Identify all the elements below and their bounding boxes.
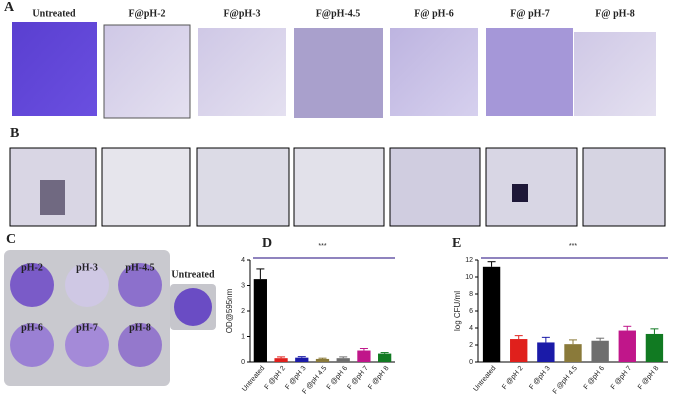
bar	[315, 358, 330, 362]
well	[118, 263, 162, 307]
bar	[295, 357, 309, 362]
photo	[294, 28, 383, 118]
x-tick-label: Untreated	[241, 365, 266, 393]
well	[10, 323, 54, 367]
y-tick-label: 2	[241, 308, 245, 315]
bar	[336, 358, 350, 362]
x-tick-label: F @pH 8	[367, 365, 391, 391]
bar	[564, 344, 582, 362]
plate	[4, 250, 216, 386]
panel-label: D	[262, 236, 272, 251]
bar	[274, 358, 288, 362]
panel-label: A	[4, 0, 15, 15]
photo	[582, 147, 666, 227]
x-tick-label: Untreated	[472, 365, 497, 393]
y-tick-label: 10	[465, 274, 473, 281]
well	[118, 323, 162, 367]
photo-caption: F@pH-3	[223, 8, 260, 19]
significance: ***	[569, 243, 577, 250]
well	[65, 263, 109, 307]
x-tick-label: F @pH 4.5	[552, 365, 579, 396]
bar	[537, 342, 555, 362]
photo	[574, 32, 656, 116]
y-tick-label: 3	[241, 282, 245, 289]
x-tick-label: F @pH 8	[637, 365, 661, 391]
panel-label: C	[6, 232, 16, 247]
photo	[293, 147, 385, 227]
well-label: pH-6	[21, 322, 43, 333]
photo	[12, 22, 97, 116]
photo-caption: F@ pH-7	[510, 8, 550, 19]
well	[65, 323, 109, 367]
bar	[510, 339, 528, 362]
bar	[378, 353, 392, 362]
x-tick-label: F @pH 3	[528, 365, 552, 391]
photo-caption: Untreated	[32, 8, 76, 19]
well-label: pH-2	[21, 262, 43, 273]
y-tick-label: 1	[241, 333, 245, 340]
y-tick-label: 4	[469, 325, 473, 332]
photo-caption: F@ pH-6	[414, 8, 454, 19]
photo	[101, 147, 191, 227]
x-tick-label: F @pH 6	[583, 365, 607, 391]
y-tick-label: 8	[469, 291, 473, 298]
photo	[486, 28, 573, 116]
panel-label: E	[452, 236, 461, 251]
photo	[198, 28, 286, 116]
photo-caption: F@ pH-8	[595, 8, 635, 19]
y-axis-title: log CFU/ml	[453, 291, 462, 331]
y-tick-label: 2	[469, 342, 473, 349]
stain	[40, 180, 65, 215]
photo	[485, 147, 578, 227]
well-label: pH-8	[129, 322, 151, 333]
stain	[512, 184, 528, 202]
bar	[253, 279, 267, 362]
y-tick-label: 4	[241, 257, 245, 264]
well-label: pH-3	[76, 262, 98, 273]
row-a-photos	[12, 22, 656, 119]
y-tick-label: 0	[469, 359, 473, 366]
bar	[591, 340, 609, 362]
bar	[482, 266, 501, 362]
y-tick-label: 12	[465, 257, 473, 264]
photo	[389, 147, 481, 227]
photo	[196, 147, 290, 227]
bar	[357, 350, 371, 362]
x-tick-label: F @pH 2	[501, 365, 525, 391]
well-label: Untreated	[171, 269, 215, 280]
photo-caption: F@pH-4.5	[316, 8, 361, 19]
photo-caption: F@pH-2	[128, 8, 165, 19]
well	[10, 263, 54, 307]
well-label: pH-7	[76, 322, 98, 333]
panel-label: B	[10, 126, 19, 141]
significance: ***	[318, 243, 326, 250]
y-tick-label: 6	[469, 308, 473, 315]
x-tick-label: F @pH 7	[610, 365, 634, 391]
row-b-photos	[9, 147, 666, 227]
bar	[645, 333, 664, 362]
y-tick-label: 0	[241, 359, 245, 366]
photo	[390, 28, 478, 116]
y-axis-title: OD@595nm	[225, 288, 234, 333]
well	[174, 288, 212, 326]
photo	[103, 24, 191, 119]
bar	[618, 330, 636, 362]
well-label: pH-4.5	[125, 262, 154, 273]
